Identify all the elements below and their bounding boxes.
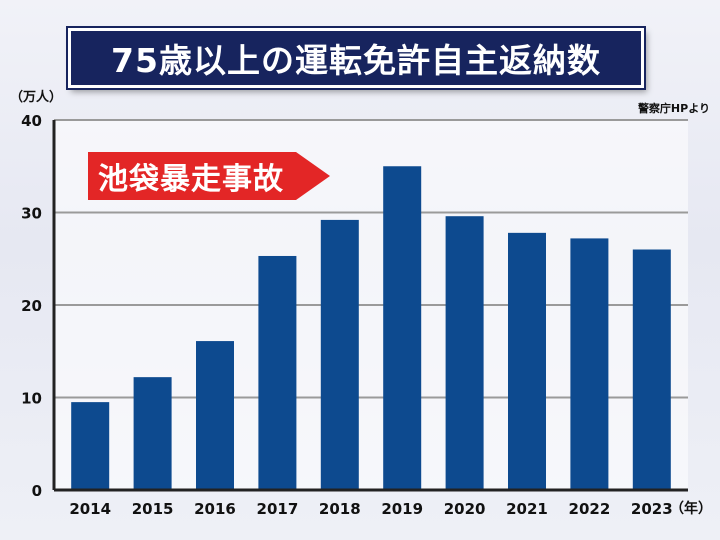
chart-title: 75歳以上の運転免許自主返納数 (111, 41, 601, 80)
bar-2020 (445, 216, 484, 490)
x-tick-label: 2019 (381, 500, 423, 518)
y-tick-label: 20 (21, 297, 42, 315)
x-tick-label: 2020 (444, 500, 486, 518)
x-tick-label: 2022 (569, 500, 611, 518)
bar-2019 (383, 166, 422, 490)
bar-2021 (508, 232, 546, 490)
x-axis-unit-label: （年） (670, 501, 712, 517)
source-label: 警察庁HPより (637, 102, 710, 115)
bar-2015 (133, 377, 172, 490)
axes (52, 120, 688, 492)
bar-2016 (196, 341, 234, 490)
y-tick-label: 40 (21, 112, 42, 130)
chart-title-box: 75歳以上の運転免許自主返納数 (68, 28, 644, 88)
x-tick-labels: 2014 2015 2016 2017 2018 2019 2020 2021 2022 2023 (69, 500, 672, 518)
x-tick-label: 2021 (506, 500, 548, 518)
bar-2022 (570, 238, 609, 490)
x-tick-label: 2016 (194, 500, 236, 518)
bars (71, 166, 671, 490)
y-tick-label: 30 (21, 205, 42, 223)
annotation-callout: 池袋暴走事故 (88, 152, 330, 200)
y-tick-label: 10 (21, 390, 42, 408)
y-tick-label: 0 (32, 482, 42, 500)
bar-2023 (632, 249, 671, 490)
x-tick-label: 2017 (257, 500, 299, 518)
annotation-callout-text: 池袋暴走事故 (98, 162, 284, 197)
annotation-arrow-icon (296, 152, 330, 200)
bar-2017 (258, 255, 297, 490)
bar-2018 (320, 219, 359, 490)
x-tick-label: 2018 (319, 500, 361, 518)
y-tick-labels: 0 10 20 30 40 (21, 112, 42, 500)
x-tick-label: 2023 (631, 500, 673, 518)
x-tick-label: 2014 (69, 500, 111, 518)
bar-2014 (71, 402, 110, 490)
x-tick-label: 2015 (132, 500, 174, 518)
y-axis-unit-label: （万人） (10, 90, 63, 105)
annotation-callout-body: 池袋暴走事故 (88, 152, 296, 200)
